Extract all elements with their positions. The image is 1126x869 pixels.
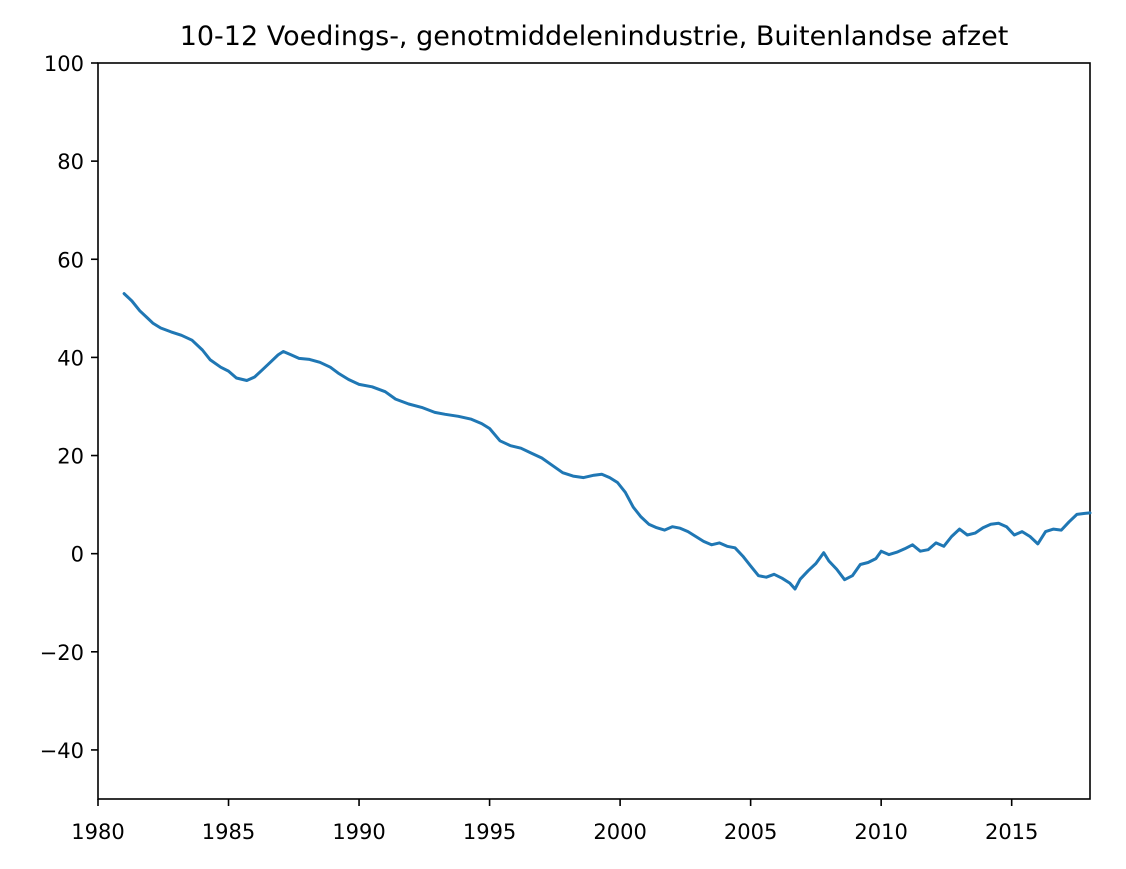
x-tick-label: 1990 [332,820,385,844]
x-tick-label: 1985 [202,820,255,844]
y-tick-label: 60 [57,248,84,272]
x-tick-label: 1995 [463,820,516,844]
x-tick-label: 2010 [854,820,907,844]
y-tick-label: 0 [71,543,84,567]
x-axis: 1980 1985 1990 1995 2000 2005 2010 2015 [71,799,1038,844]
x-tick-label: 2005 [724,820,777,844]
y-axis: −40 −20 0 20 40 60 80 100 [40,52,98,763]
plot-area-frame [97,62,1091,800]
y-tick-label: −40 [40,739,84,763]
y-tick-label: 40 [57,346,84,370]
x-tick-label: 2000 [593,820,646,844]
chart-title: 10-12 Voedings-, genotmiddelenindustrie,… [180,21,1009,52]
y-tick-label: −20 [40,641,84,665]
x-tick-label: 1980 [71,820,124,844]
y-tick-label: 100 [44,52,84,76]
series-line [122,292,1092,591]
y-tick-label: 20 [57,445,84,469]
x-tick-label: 2015 [985,820,1038,844]
y-tick-label: 80 [57,150,84,174]
